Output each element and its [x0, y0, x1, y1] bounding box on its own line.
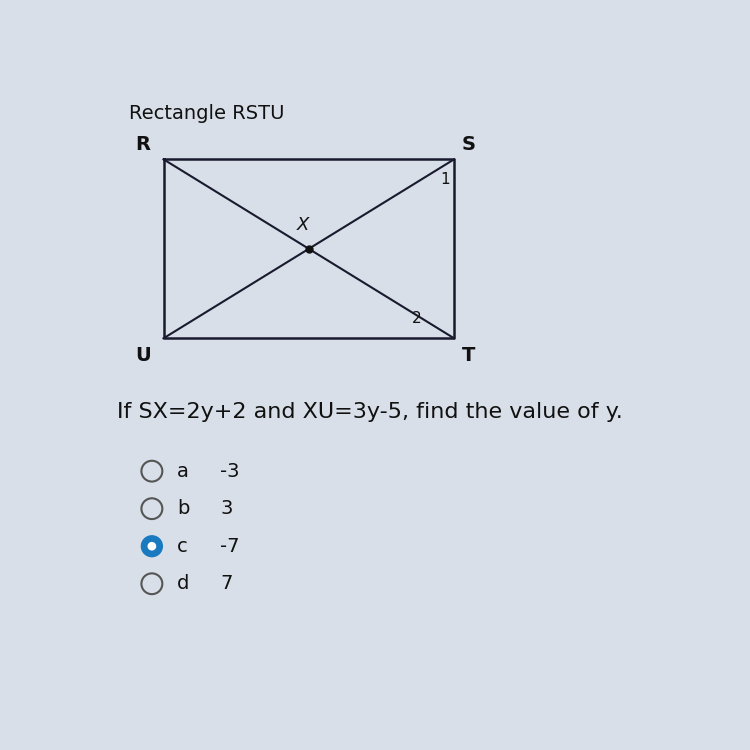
Text: Rectangle RSTU: Rectangle RSTU	[129, 104, 284, 124]
Text: 3: 3	[220, 500, 232, 518]
Text: R: R	[136, 135, 151, 154]
Text: 2: 2	[412, 310, 422, 326]
Text: b: b	[177, 500, 189, 518]
Text: -3: -3	[220, 462, 240, 481]
Text: U: U	[135, 346, 151, 365]
Text: -7: -7	[220, 537, 240, 556]
Circle shape	[148, 542, 155, 550]
Text: X: X	[297, 216, 309, 234]
Text: S: S	[462, 135, 476, 154]
Text: c: c	[177, 537, 188, 556]
Text: a: a	[177, 462, 189, 481]
Text: 7: 7	[220, 574, 232, 593]
Text: If SX=2y+2 and XU=3y-5, find the value of y.: If SX=2y+2 and XU=3y-5, find the value o…	[117, 402, 622, 422]
Circle shape	[142, 536, 162, 556]
Text: d: d	[177, 574, 189, 593]
Text: 1: 1	[440, 172, 450, 187]
Text: T: T	[462, 346, 476, 365]
